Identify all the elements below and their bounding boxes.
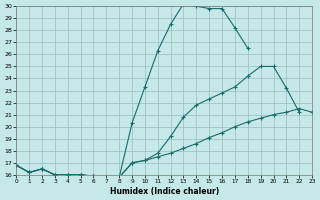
X-axis label: Humidex (Indice chaleur): Humidex (Indice chaleur) xyxy=(109,187,219,196)
